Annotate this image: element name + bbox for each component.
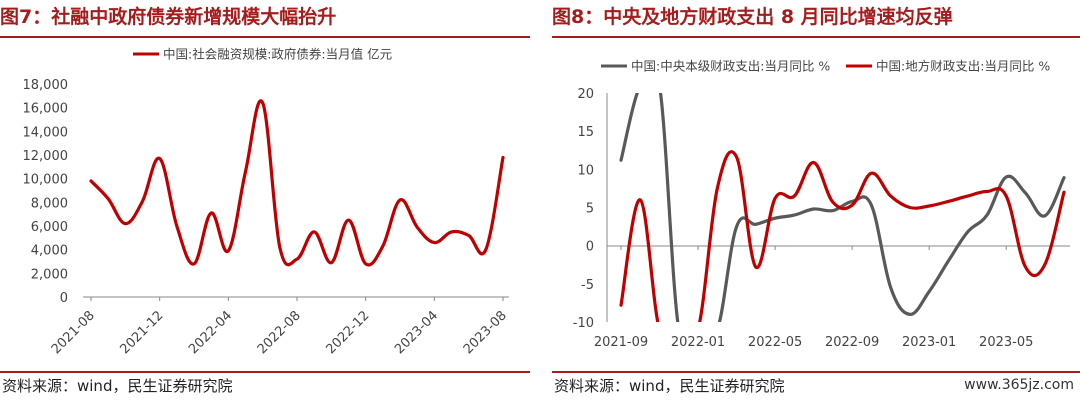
y-tick-label: 10,000 (23, 173, 69, 188)
series-line-1 (619, 150, 1066, 322)
y-tick-label: 4,000 (31, 244, 68, 259)
right-chart-svg: -10 -5 0 5 10 15 20 2021-09 2022-01 2022-05 2022-0… (573, 59, 1070, 350)
left-source-rule (0, 371, 530, 373)
right-title-rule (552, 36, 1080, 38)
y-tick-label: 0 (586, 240, 594, 255)
x-tick-label: 2022-12 (323, 308, 372, 357)
right-source-rule (552, 371, 1080, 373)
right-chart-panel: 图8：中央及地方财政支出 8 月同比增速均反弹 -10 -5 0 5 10 15 20 202… (552, 0, 1080, 401)
y-tick-label: 0 (60, 291, 68, 306)
x-tick-label: 2022-08 (255, 308, 304, 357)
y-tick-label: 20 (577, 87, 594, 102)
y-tick-label: -10 (573, 316, 594, 331)
y-tick-label: -5 (581, 278, 594, 293)
x-tick-label: 2021-08 (49, 308, 98, 357)
y-tick-label: 16,000 (23, 102, 69, 117)
x-tick-label: 2021-09 (594, 335, 648, 350)
y-tick-label: 10 (577, 163, 594, 178)
left-chart-title: 图7：社融中政府债券新增规模大幅抬升 (0, 6, 337, 28)
left-chart-svg: 0 2,000 4,000 6,000 8,000 10,000 12,000 14,000 1… (23, 47, 510, 358)
series-line-0 (619, 93, 1066, 322)
y-tick-label: 14,000 (23, 125, 69, 140)
y-tick-label: 2,000 (31, 267, 68, 282)
y-tick-label: 6,000 (31, 220, 68, 235)
right-chart-title: 图8：中央及地方财政支出 8 月同比增速均反弹 (552, 6, 953, 28)
watermark-text: www.365jz.com (964, 377, 1074, 393)
x-tick-label: 2022-09 (825, 335, 879, 350)
legend-label-1: 中国:地方财政支出:当月同比 % (876, 59, 1050, 74)
x-tick-label: 2023-08 (461, 308, 510, 357)
x-tick-label: 2023-04 (392, 308, 441, 357)
x-tick-label: 2022-05 (748, 335, 802, 350)
left-chart-panel: 图7：社融中政府债券新增规模大幅抬升 0 2,000 4,000 6,000 8,000… (0, 0, 530, 401)
x-tick-label: 2021-12 (117, 308, 166, 357)
y-tick-label: 8,000 (31, 196, 68, 211)
x-tick-label: 2022-04 (186, 308, 235, 357)
left-source-note: 资料来源：wind，民生证券研究院 (2, 377, 233, 395)
y-tick-label: 18,000 (23, 78, 69, 93)
y-tick-label: 12,000 (23, 149, 69, 164)
x-tick-label: 2023-01 (902, 335, 956, 350)
y-tick-label: 5 (586, 202, 594, 217)
series-line-0 (89, 99, 505, 267)
y-tick-label: 15 (577, 125, 594, 140)
x-tick-label: 2023-05 (979, 335, 1033, 350)
right-source-note: 资料来源：wind，民生证券研究院 (554, 377, 785, 395)
left-title-rule (0, 36, 530, 38)
x-tick-label: 2022-01 (671, 335, 725, 350)
legend-label-0: 中国:社会融资规模:政府债券:当月值 亿元 (163, 47, 392, 62)
legend-label-0: 中国:中央本级财政支出:当月同比 % (631, 59, 830, 74)
